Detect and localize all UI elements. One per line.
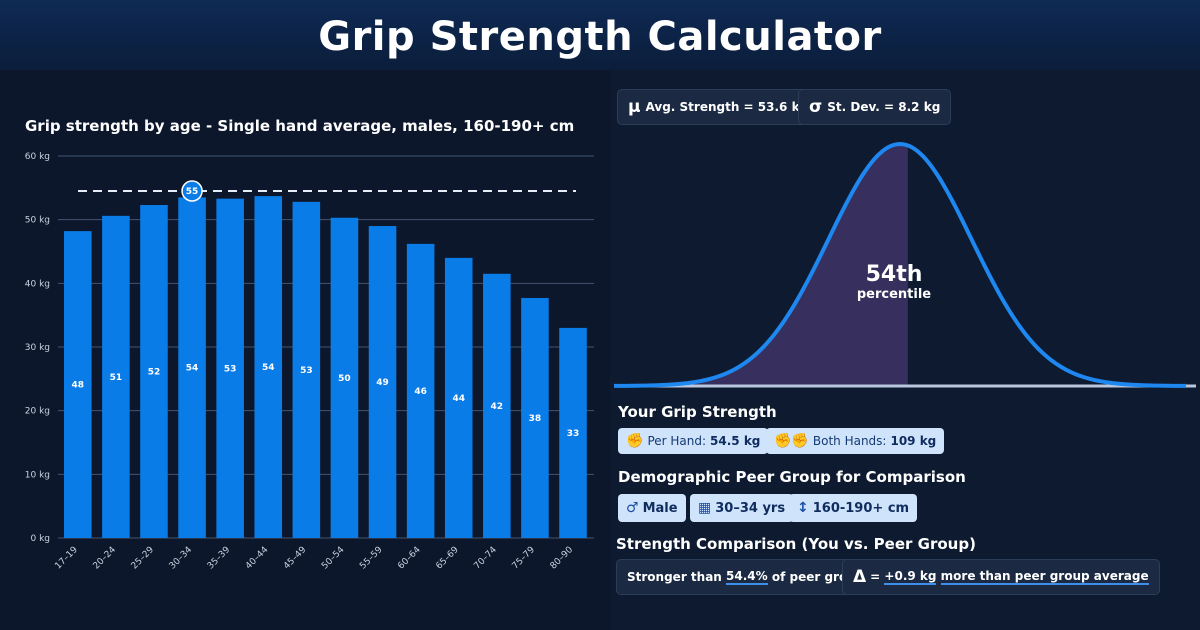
bar-data-label: 46	[414, 387, 427, 397]
x-tick-label: 20–24	[92, 545, 119, 572]
x-tick-label: 17–19	[53, 545, 80, 572]
bell-curve	[613, 141, 1196, 388]
bar	[559, 327, 587, 538]
x-tick-label: 25–29	[130, 545, 157, 572]
header: Grip Strength Calculator	[0, 0, 1200, 70]
x-tick-label: 75–79	[511, 545, 538, 572]
y-tick-label: 30 kg	[25, 343, 50, 353]
bar-data-label: 53	[224, 364, 237, 374]
stronger-value: 54.4%	[726, 569, 768, 585]
x-tick-label: 65–69	[434, 545, 461, 572]
percentile-label: percentile	[856, 287, 932, 302]
user-marker	[181, 180, 203, 202]
age-pill: ▦ 30–34 yrs	[690, 494, 794, 522]
bar	[216, 198, 244, 538]
chart-title: Grip strength by age - Single hand avera…	[25, 117, 575, 135]
y-tick-label: 20 kg	[25, 407, 50, 417]
y-tick-label: 60 kg	[25, 152, 50, 162]
delta-value: +0.9 kg	[884, 569, 937, 585]
delta-icon: Δ	[853, 567, 867, 587]
y-tick-label: 0 kg	[30, 534, 50, 544]
page-title: Grip Strength Calculator	[318, 14, 882, 60]
bar-data-label: 54	[262, 363, 275, 373]
normal-curve	[613, 141, 1187, 388]
bar-data-label: 54	[186, 364, 199, 374]
bar	[483, 273, 511, 538]
bar-chart: 0 kg 10 kg 20 kg 30 kg 40 kg 50 kg 60 kg 48 17–1…	[25, 152, 594, 572]
x-tick-label: 60–64	[396, 545, 423, 572]
bar	[292, 201, 321, 538]
per-hand-label: Per Hand:	[647, 434, 707, 448]
bar-data-label: 44	[452, 394, 465, 404]
x-tick-label: 70–74	[472, 545, 499, 572]
delta-chip: Δ = +0.9 kg more than peer group average	[842, 559, 1160, 595]
x-tick-label: 50–54	[320, 545, 347, 572]
two-fists-icon: ✊✊	[774, 433, 809, 449]
stronger-prefix: Stronger than	[627, 570, 722, 584]
both-hands-value: 109 kg	[890, 434, 937, 448]
bar-data-label: 53	[300, 366, 313, 376]
stronger-than-chip: Stronger than 54.4% of peer group	[616, 559, 876, 595]
per-hand-value: 54.5 kg	[710, 434, 761, 448]
bar-data-label: 33	[567, 429, 580, 439]
user-marker-label: 55	[186, 187, 199, 197]
avg-strength-label: Avg. Strength = 53.6 kg	[645, 100, 809, 114]
x-tick-label: 55–59	[358, 545, 385, 572]
both-hands-pill: ✊✊ Both Hands: 109 kg	[766, 428, 945, 454]
fist-icon: ✊	[626, 433, 644, 449]
x-tick-label: 45–49	[282, 545, 309, 572]
x-tick-label: 80–90	[549, 545, 576, 572]
delta-suffix: more than peer group average	[940, 569, 1149, 585]
x-tick-label: 35–39	[206, 545, 233, 572]
height-arrow-icon: ↕	[797, 500, 809, 516]
bar-data-label: 50	[338, 374, 351, 384]
age-value: 30–34 yrs	[715, 500, 786, 516]
avg-strength-chip: μ Avg. Strength = 53.6 kg	[617, 89, 820, 125]
st-dev-chip: σ St. Dev. = 8.2 kg	[798, 89, 952, 125]
bar-data-label: 51	[110, 373, 123, 383]
bar-data-label: 52	[148, 368, 161, 378]
sex-value: Male	[642, 500, 678, 516]
mu-icon: μ	[628, 97, 641, 117]
stronger-suffix: of peer group	[771, 570, 865, 584]
calendar-icon: ▦	[698, 500, 712, 516]
bar	[330, 217, 359, 539]
both-hands-label: Both Hands:	[812, 434, 887, 448]
percentile-number: 54th	[865, 262, 923, 287]
sex-pill: ♂ Male	[618, 494, 686, 522]
peer-group-title: Demographic Peer Group for Comparison	[618, 468, 966, 486]
bar	[102, 215, 130, 538]
percentile-readout: 54th percentile	[834, 262, 954, 302]
bar	[444, 257, 473, 538]
bar	[64, 231, 92, 539]
y-tick-label: 10 kg	[25, 470, 50, 480]
your-grip-title: Your Grip Strength	[618, 403, 777, 421]
x-tick-label: 30–34	[168, 545, 195, 572]
height-value: 160-190+ cm	[812, 500, 910, 516]
bar-data-label: 49	[376, 378, 389, 388]
bar	[178, 197, 206, 538]
bar-data-label: 38	[529, 414, 542, 424]
per-hand-pill: ✊ Per Hand: 54.5 kg	[618, 428, 769, 454]
delta-eq: =	[870, 570, 881, 584]
bar	[140, 205, 168, 539]
bar	[406, 243, 435, 539]
x-tick-label: 40–44	[244, 545, 271, 572]
bar-data-label: 42	[491, 402, 504, 412]
percentile-area	[614, 144, 908, 386]
bar	[368, 226, 397, 538]
bar-data-label: 48	[72, 381, 85, 391]
height-pill: ↕ 160-190+ cm	[789, 494, 918, 522]
st-dev-label: St. Dev. = 8.2 kg	[827, 100, 941, 114]
y-tick-label: 40 kg	[25, 279, 50, 289]
bar	[254, 196, 283, 539]
sigma-icon: σ	[809, 97, 823, 117]
bar	[521, 297, 549, 538]
comparison-title: Strength Comparison (You vs. Peer Group)	[616, 535, 976, 553]
male-icon: ♂	[626, 500, 639, 516]
y-tick-label: 50 kg	[25, 216, 50, 226]
